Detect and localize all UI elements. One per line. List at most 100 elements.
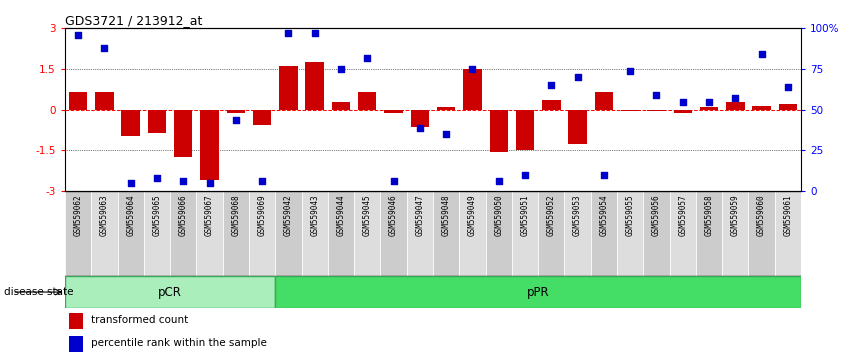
Point — [728, 96, 742, 101]
Point — [650, 92, 663, 98]
Point — [492, 178, 506, 184]
Bar — [591, 191, 617, 276]
Point — [71, 32, 85, 38]
Point — [150, 175, 164, 181]
Bar — [65, 276, 275, 308]
Text: GSM559042: GSM559042 — [284, 195, 293, 236]
Bar — [775, 191, 801, 276]
Text: GSM559063: GSM559063 — [100, 195, 109, 236]
Bar — [595, 92, 613, 110]
Point — [624, 68, 637, 74]
Bar — [328, 191, 354, 276]
Bar — [565, 191, 591, 276]
Bar — [753, 107, 771, 110]
Point — [307, 30, 321, 36]
Text: GSM559045: GSM559045 — [363, 195, 372, 236]
Point — [597, 172, 611, 178]
Bar — [174, 110, 192, 157]
Bar — [700, 107, 718, 110]
Text: GSM559065: GSM559065 — [152, 195, 161, 236]
Text: GSM559044: GSM559044 — [337, 195, 346, 236]
Bar — [223, 191, 249, 276]
Point — [177, 178, 191, 184]
Bar — [170, 191, 197, 276]
Bar — [516, 110, 534, 150]
Bar — [748, 191, 775, 276]
Bar — [486, 191, 512, 276]
Text: GSM559046: GSM559046 — [389, 195, 398, 236]
Bar — [542, 100, 560, 110]
Point — [281, 30, 295, 36]
Text: pCR: pCR — [158, 286, 182, 298]
Point — [334, 66, 348, 72]
Bar — [779, 104, 797, 110]
Text: GSM559043: GSM559043 — [310, 195, 320, 236]
Bar — [437, 107, 456, 110]
Bar — [91, 191, 118, 276]
Point — [203, 180, 216, 186]
Bar — [358, 92, 377, 110]
Text: pPR: pPR — [527, 286, 549, 298]
Point — [255, 178, 269, 184]
Bar — [407, 191, 433, 276]
Bar — [643, 191, 669, 276]
Text: GSM559053: GSM559053 — [573, 195, 582, 236]
Bar — [380, 191, 407, 276]
Text: GSM559068: GSM559068 — [231, 195, 241, 236]
Point — [545, 82, 559, 88]
Text: GDS3721 / 213912_at: GDS3721 / 213912_at — [65, 14, 203, 27]
Text: GSM559066: GSM559066 — [178, 195, 188, 236]
Text: GSM559067: GSM559067 — [205, 195, 214, 236]
Text: GSM559054: GSM559054 — [599, 195, 609, 236]
Bar — [538, 191, 565, 276]
Text: transformed count: transformed count — [91, 315, 188, 325]
Text: GSM559049: GSM559049 — [468, 195, 477, 236]
Bar — [253, 110, 271, 125]
Bar — [410, 110, 429, 127]
Bar — [669, 191, 696, 276]
Bar — [279, 66, 298, 110]
Point — [98, 45, 112, 51]
Text: GSM559058: GSM559058 — [705, 195, 714, 236]
Bar — [512, 191, 538, 276]
Bar — [249, 191, 275, 276]
Bar — [459, 191, 486, 276]
Bar — [227, 110, 245, 113]
Point — [439, 131, 453, 137]
Bar — [118, 191, 144, 276]
Point — [466, 66, 480, 72]
Bar — [68, 336, 83, 352]
Bar — [433, 191, 459, 276]
Text: GSM559056: GSM559056 — [652, 195, 661, 236]
Text: GSM559047: GSM559047 — [416, 195, 424, 236]
Text: GSM559052: GSM559052 — [546, 195, 556, 236]
Text: GSM559050: GSM559050 — [494, 195, 503, 236]
Point — [360, 55, 374, 61]
Text: GSM559069: GSM559069 — [257, 195, 267, 236]
Bar — [489, 110, 508, 152]
Point — [413, 125, 427, 131]
Bar — [617, 191, 643, 276]
Bar — [568, 110, 587, 144]
Bar — [301, 191, 328, 276]
Bar — [68, 313, 83, 329]
Point — [571, 74, 585, 80]
Bar — [306, 62, 324, 110]
Bar — [354, 191, 380, 276]
Text: GSM559059: GSM559059 — [731, 195, 740, 236]
Point — [124, 180, 138, 186]
Bar — [148, 110, 166, 133]
Bar — [197, 191, 223, 276]
Text: GSM559061: GSM559061 — [784, 195, 792, 236]
Bar — [332, 102, 350, 110]
Bar — [65, 191, 91, 276]
Bar — [726, 102, 745, 110]
Bar — [647, 110, 666, 111]
Bar — [385, 110, 403, 113]
Point — [754, 52, 768, 57]
Point — [781, 84, 795, 90]
Point — [386, 178, 400, 184]
Bar — [144, 191, 170, 276]
Bar — [463, 69, 481, 110]
Text: GSM559055: GSM559055 — [625, 195, 635, 236]
